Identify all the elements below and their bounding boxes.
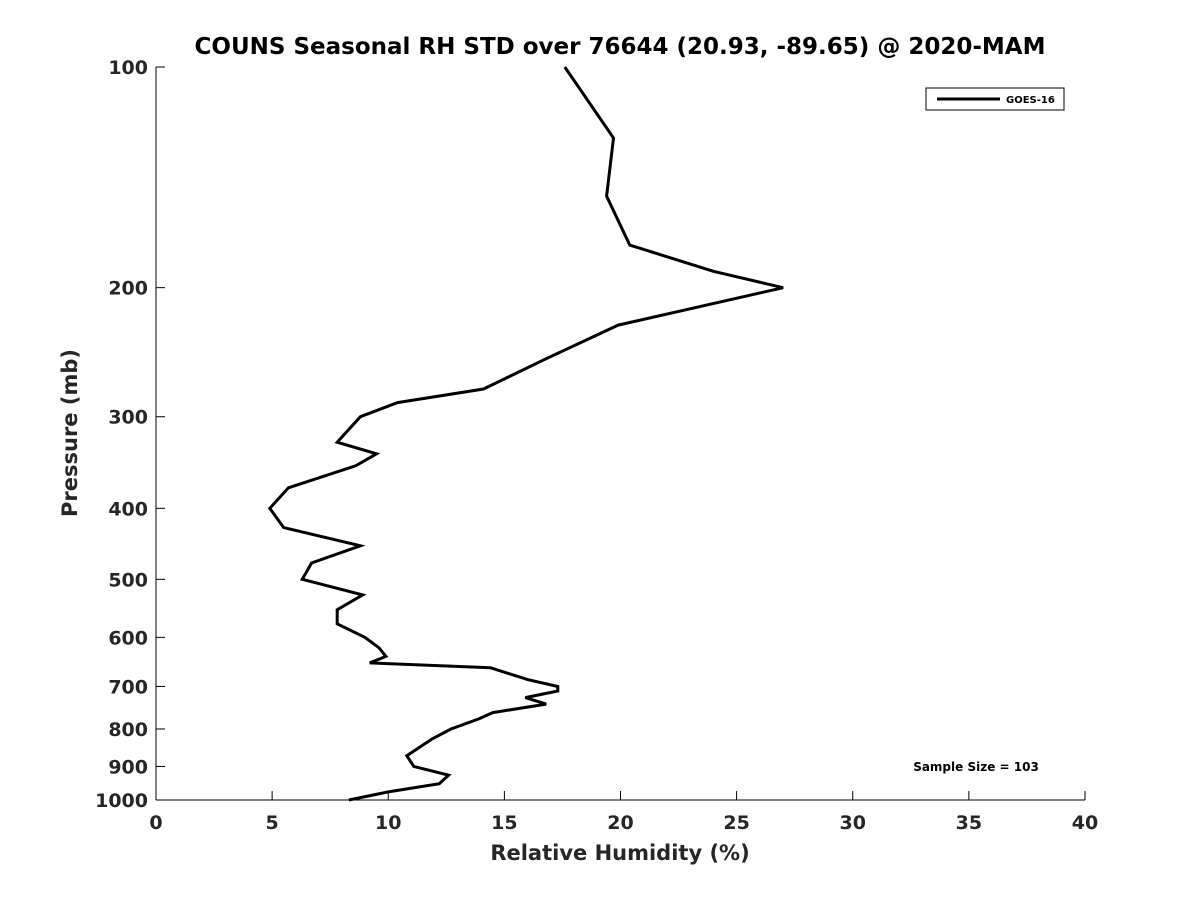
legend: GOES-16 bbox=[925, 87, 1065, 111]
y-tick-label: 800 bbox=[108, 719, 148, 741]
y-tick-label: 300 bbox=[108, 407, 148, 429]
sample-size-annotation: Sample Size = 103 bbox=[913, 760, 1039, 774]
x-tick-label: 5 bbox=[266, 812, 279, 834]
y-tick-label: 700 bbox=[108, 676, 148, 698]
y-tick-label: 1000 bbox=[95, 790, 148, 812]
y-tick-label: 900 bbox=[108, 756, 148, 778]
x-tick-label: 30 bbox=[840, 812, 866, 834]
x-tick-label: 0 bbox=[149, 812, 162, 834]
y-tick-label: 400 bbox=[108, 498, 148, 520]
y-tick-label: 100 bbox=[108, 57, 148, 79]
x-axis-label: Relative Humidity (%) bbox=[490, 841, 749, 865]
y-axis-label: Pressure (mb) bbox=[58, 349, 82, 517]
series-line-goes-16 bbox=[267, 66, 784, 802]
x-tick-label: 10 bbox=[375, 812, 401, 834]
x-tick-label: 35 bbox=[956, 812, 982, 834]
x-tick-label: 25 bbox=[723, 812, 749, 834]
y-tick-label: 600 bbox=[108, 627, 148, 649]
legend-label: GOES-16 bbox=[1006, 95, 1055, 106]
x-tick-label: 20 bbox=[607, 812, 633, 834]
chart-title: COUNS Seasonal RH STD over 76644 (20.93,… bbox=[195, 34, 1046, 60]
y-tick-label: 200 bbox=[108, 278, 148, 300]
x-tick-label: 15 bbox=[491, 812, 517, 834]
y-tick-label: 500 bbox=[108, 569, 148, 591]
x-tick-label: 40 bbox=[1072, 812, 1098, 834]
